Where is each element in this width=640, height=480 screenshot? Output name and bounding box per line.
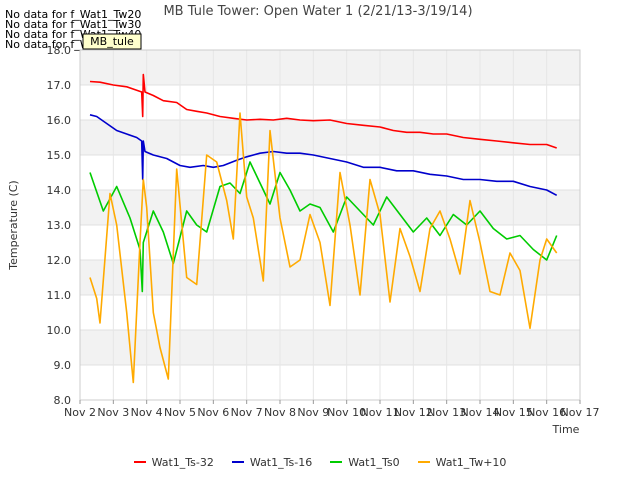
y-tick-label: 14.0	[47, 184, 72, 197]
x-tick-label: Nov 6	[197, 406, 229, 419]
x-axis-label: Time	[552, 423, 580, 436]
series-line-wat1-ts0	[89, 161, 558, 293]
no-data-note: No data for f_Wat1_Tw30	[5, 18, 142, 31]
y-tick-label: 9.0	[54, 359, 72, 372]
x-tick-label: Nov 15	[494, 406, 533, 419]
y-tick-label: 16.0	[47, 114, 72, 127]
y-tick-label: 8.0	[54, 394, 72, 407]
y-tick-label: 12.0	[47, 254, 72, 267]
legend-item: Wat1_Ts-32	[133, 454, 214, 470]
legend-swatch	[417, 461, 430, 463]
legend-label: Wat1_Ts-16	[249, 455, 313, 469]
legend-swatch	[133, 461, 146, 463]
y-tick-label: 17.0	[47, 79, 72, 92]
grid-band	[80, 260, 580, 295]
legend-swatch	[231, 461, 244, 463]
y-tick-label: 10.0	[47, 324, 72, 337]
chart-title: MB Tule Tower: Open Water 1 (2/21/13-3/1…	[163, 4, 472, 19]
series-line-wat1-ts-32	[89, 73, 557, 149]
grid-band	[80, 330, 580, 365]
legend-item: Wat1_Tw+10	[417, 454, 507, 470]
x-tick-label: Nov 17	[561, 406, 600, 419]
y-tick-label: 11.0	[47, 289, 72, 302]
y-tick-label: 13.0	[47, 219, 72, 232]
x-tick-label: Nov 7	[231, 406, 263, 419]
legend-item: Wat1_Ts-16	[231, 454, 313, 470]
legend-box-label: MB_tule	[90, 35, 134, 48]
grid-band	[80, 190, 580, 225]
series-line-wat1-tw-10	[89, 112, 558, 384]
legend-item: Wat1_Ts0	[330, 454, 400, 470]
x-tick-label: Nov 14	[461, 406, 500, 419]
series-line-wat1-ts-16	[89, 114, 558, 197]
legend-label: Wat1_Ts-32	[151, 455, 214, 469]
legend: Wat1_Ts-32 Wat1_Ts-16 Wat1_Ts0 Wat1_Tw+10	[0, 454, 640, 470]
legend-box-frame	[82, 33, 142, 50]
x-tick-label: Nov 13	[427, 406, 466, 419]
no-data-note: No data for f_Wat1_Tw20	[5, 8, 142, 21]
grid-band	[80, 120, 580, 155]
y-tick-label: 15.0	[47, 149, 72, 162]
legend-box: MB_tule	[82, 33, 142, 50]
x-tick-label: Nov 4	[131, 406, 163, 419]
legend-label: Wat1_Ts0	[348, 455, 400, 469]
x-tick-label: Nov 2	[64, 406, 96, 419]
x-tick-label: Nov 5	[164, 406, 196, 419]
x-tick-label: Nov 3	[97, 406, 129, 419]
y-axis-label: Temperature (C)	[7, 180, 20, 270]
x-tick-label: Nov 8	[264, 406, 296, 419]
y-tick-label: 18.0	[47, 44, 72, 57]
x-tick-label: Nov 10	[327, 406, 366, 419]
plot-area	[79, 49, 581, 401]
x-tick-label: Nov 11	[361, 406, 400, 419]
x-tick-label: Nov 12	[394, 406, 433, 419]
legend-label: Wat1_Tw+10	[435, 455, 507, 469]
x-tick-label: Nov 16	[527, 406, 566, 419]
legend-swatch	[330, 461, 343, 463]
grid-band	[80, 50, 580, 85]
x-tick-label: Nov 9	[297, 406, 329, 419]
